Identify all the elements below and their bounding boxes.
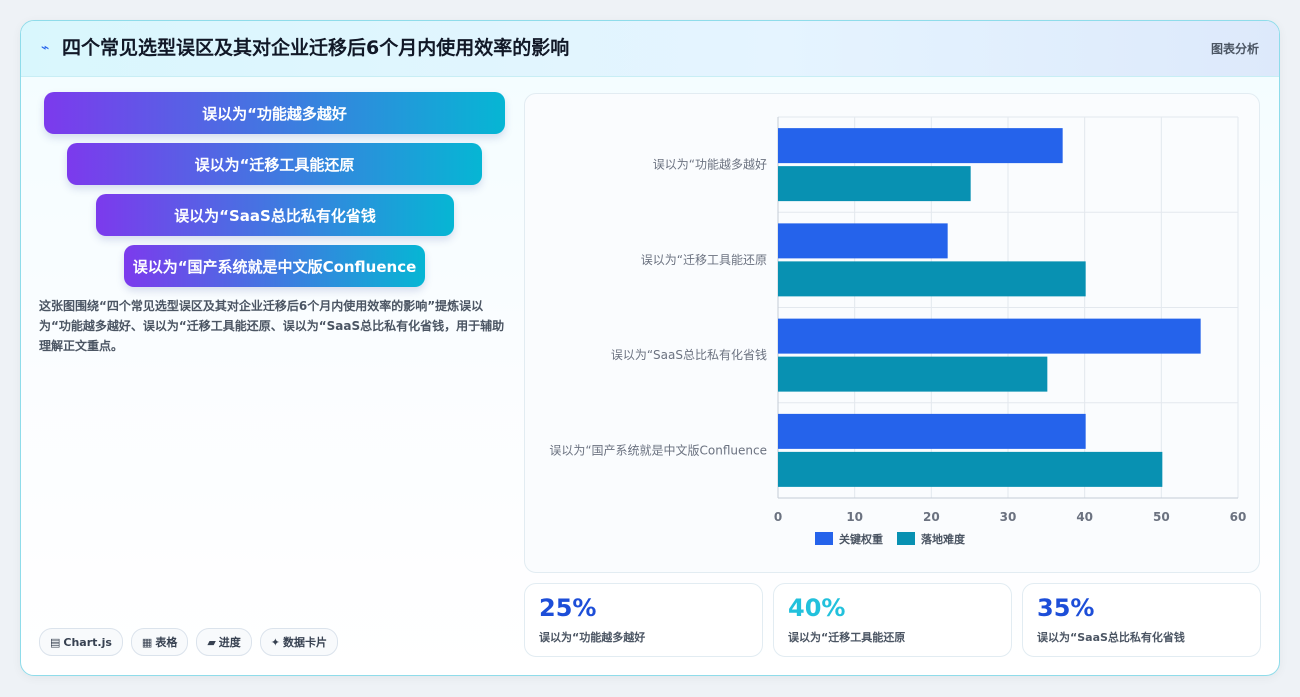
chart-description: 这张图围绕“四个常见选型误区及其对企业迁移后6个月内使用效率的影响”提炼误以为“… xyxy=(39,299,505,353)
funnel-item-4: 误以为“国产系统就是中文版Confluence xyxy=(124,245,425,287)
stat-label-1: 误以为“功能越多越好 xyxy=(539,631,646,644)
page-title: 四个常见选型误区及其对企业迁移后6个月内使用效率的影响 xyxy=(62,37,570,59)
x-tick-label: 0 xyxy=(774,510,782,524)
legend-label-2: 落地难度 xyxy=(921,532,966,546)
table-icon: ▦ xyxy=(141,635,153,649)
y-tick-label: 误以为“国产系统就是中文版Confluence xyxy=(549,442,767,457)
legend-swatch-1 xyxy=(815,532,833,545)
bar-chart: 0 10 20 30 40 50 60 误以为“功能越多越好误以为“迁移工具能还原误以为“Sa… xyxy=(549,116,1247,546)
x-tick-label: 30 xyxy=(1000,510,1017,524)
stat-card-3: 35% 误以为“SaaS总比私有化省钱 xyxy=(1022,583,1261,657)
bar-weight-1 xyxy=(778,128,1063,164)
y-tick-label: 误以为“迁移工具能还原 xyxy=(641,253,767,267)
legend-swatch-2 xyxy=(897,532,915,545)
chart-analysis-tag: 图表分析 xyxy=(1210,42,1259,56)
chip-data-card[interactable]: ✦ 数据卡片 xyxy=(259,628,339,656)
tech-chips: ▤ Chart.js ▦ 表格 ▰ 进度 ✦ 数据卡片 xyxy=(39,628,339,656)
chart-icon: ▤ xyxy=(50,635,61,649)
progress-icon: ▰ xyxy=(207,635,216,649)
legend-label-1: 关键权重 xyxy=(839,532,883,546)
x-tick-label: 10 xyxy=(846,510,863,524)
chart-panel: 0 10 20 30 40 50 60 误以为“功能越多越好误以为“迁移工具能还原误以为“Sa… xyxy=(524,93,1260,573)
bar-weight-4 xyxy=(778,413,1086,449)
y-tick-label: 误以为“功能越多越好 xyxy=(653,158,767,172)
stat-label-2: 误以为“迁移工具能还原 xyxy=(788,631,906,644)
bar-difficulty-2 xyxy=(778,261,1086,297)
bar-difficulty-4 xyxy=(778,451,1163,487)
bar-weight-3 xyxy=(778,318,1201,354)
chip-table[interactable]: ▦ 表格 xyxy=(130,628,189,656)
stat-card-1: 25% 误以为“功能越多越好 xyxy=(524,583,763,657)
sparkle-icon: ✦ xyxy=(270,635,281,649)
stat-value-2: 40% xyxy=(788,594,846,622)
stat-value-1: 25% xyxy=(539,594,597,622)
chip-progress[interactable]: ▰ 进度 xyxy=(196,628,252,656)
x-tick-label: 40 xyxy=(1076,510,1093,524)
funnel-item-1: 误以为“功能越多越好 xyxy=(44,92,505,134)
card-header: ⌁ 四个常见选型误区及其对企业迁移后6个月内使用效率的影响 图表分析 xyxy=(21,21,1279,77)
bar-difficulty-1 xyxy=(778,166,971,202)
y-tick-label: 误以为“SaaS总比私有化省钱 xyxy=(611,347,767,362)
stat-card-2: 40% 误以为“迁移工具能还原 xyxy=(773,583,1012,657)
bar-difficulty-3 xyxy=(778,356,1048,392)
stat-label-3: 误以为“SaaS总比私有化省钱 xyxy=(1037,631,1185,644)
chart-card: ⌁ 四个常见选型误区及其对企业迁移后6个月内使用效率的影响 图表分析 误以为“功… xyxy=(20,20,1280,676)
sparkline-icon: ⌁ xyxy=(41,40,50,56)
stat-value-3: 35% xyxy=(1037,594,1095,622)
funnel-item-3: 误以为“SaaS总比私有化省钱 xyxy=(96,194,454,236)
chip-chartjs[interactable]: ▤ Chart.js xyxy=(39,628,123,656)
x-tick-label: 50 xyxy=(1153,510,1170,524)
x-tick-label: 60 xyxy=(1230,510,1247,524)
funnel-item-2: 误以为“迁移工具能还原 xyxy=(67,143,482,185)
bar-weight-2 xyxy=(778,223,948,259)
x-tick-label: 20 xyxy=(923,510,940,524)
